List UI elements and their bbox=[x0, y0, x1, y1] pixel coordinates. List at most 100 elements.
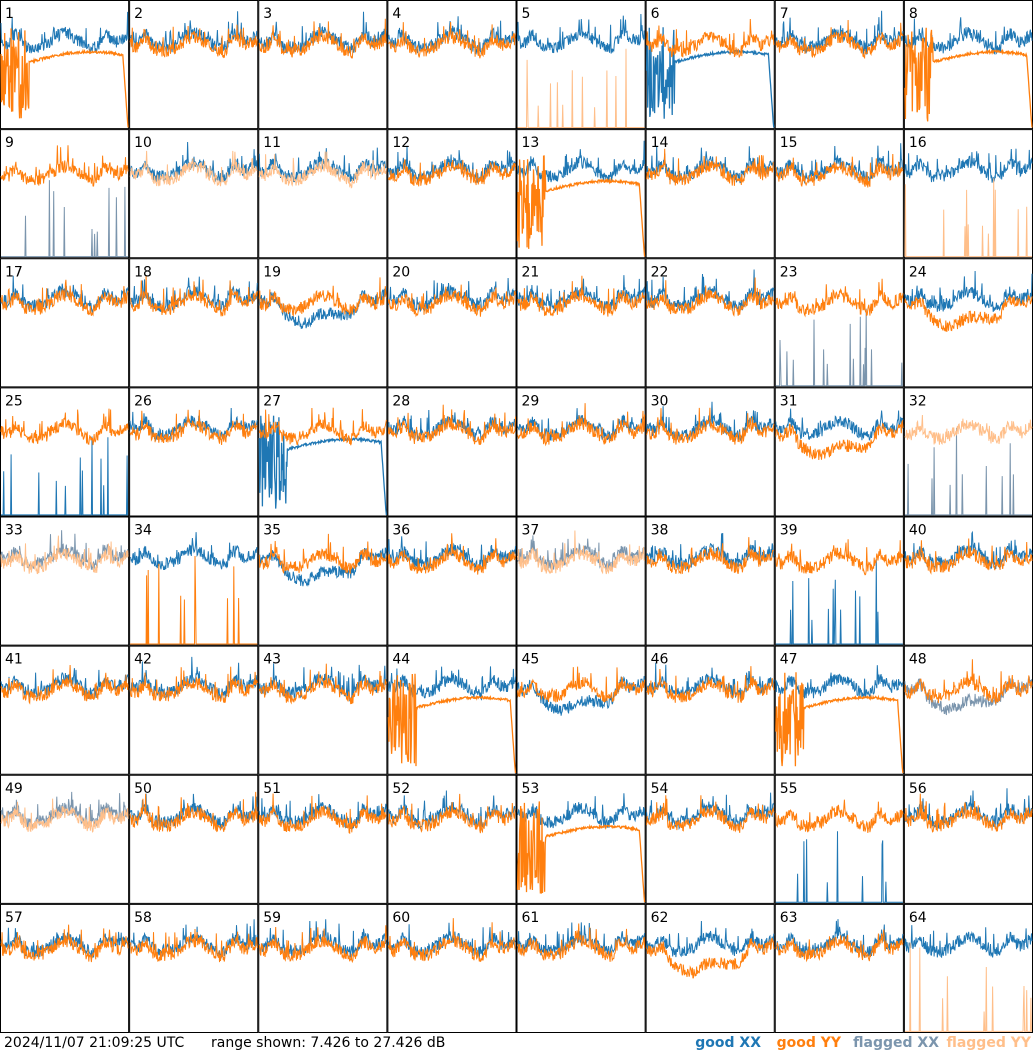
xx-trace-25 bbox=[1, 436, 129, 516]
panel-label-46: 46 bbox=[651, 652, 669, 668]
xx-trace-32 bbox=[904, 427, 1032, 516]
yy-trace-21 bbox=[517, 275, 646, 317]
panel-frame bbox=[129, 0, 259, 130]
antenna-panel-61: 61 bbox=[516, 903, 646, 1033]
panel-label-25: 25 bbox=[5, 393, 23, 409]
yy-trace-29 bbox=[517, 403, 646, 447]
yy-trace-52 bbox=[388, 793, 516, 834]
yy-trace-45 bbox=[517, 666, 646, 703]
panel-label-53: 53 bbox=[522, 781, 540, 797]
timestamp: 2024/11/07 21:09:25 UTC bbox=[4, 1035, 185, 1051]
panel-frame bbox=[258, 774, 388, 904]
panel-label-8: 8 bbox=[909, 6, 918, 22]
yy-trace-3 bbox=[258, 18, 387, 59]
antenna-panel-47: 47 bbox=[774, 645, 904, 775]
panel-label-34: 34 bbox=[134, 523, 152, 539]
panel-frame bbox=[0, 903, 130, 1033]
panel-label-50: 50 bbox=[134, 781, 152, 797]
yy-trace-50 bbox=[129, 791, 258, 833]
antenna-panel-50: 50 bbox=[129, 774, 259, 904]
panel-label-1: 1 bbox=[5, 6, 14, 22]
antenna-panel-49: 49 bbox=[0, 774, 130, 904]
antenna-panel-3: 3 bbox=[258, 0, 388, 130]
antenna-panel-41: 41 bbox=[0, 645, 130, 775]
antenna-panel-31: 31 bbox=[774, 387, 904, 517]
panel-label-4: 4 bbox=[392, 6, 401, 22]
panel-frame bbox=[258, 258, 388, 388]
antenna-panel-56: 56 bbox=[903, 774, 1033, 904]
legend-good-xx: good XX bbox=[695, 1035, 761, 1051]
yy-trace-63 bbox=[775, 929, 904, 963]
xx-trace-1 bbox=[0, 11, 129, 54]
antenna-panel-23: 23 bbox=[774, 258, 904, 388]
antenna-panel-32: 32 bbox=[903, 387, 1033, 517]
antenna-panel-40: 40 bbox=[903, 516, 1033, 646]
panel-label-45: 45 bbox=[522, 652, 540, 668]
antenna-panel-51: 51 bbox=[258, 774, 388, 904]
antenna-panel-54: 54 bbox=[645, 774, 775, 904]
panel-frame bbox=[516, 387, 646, 517]
antenna-panel-14: 14 bbox=[645, 129, 775, 259]
panel-label-51: 51 bbox=[263, 781, 281, 797]
panel-frame bbox=[0, 258, 130, 388]
yy-trace-27 bbox=[258, 407, 387, 446]
panel-label-10: 10 bbox=[134, 135, 152, 151]
panel-frame bbox=[258, 645, 388, 775]
xx-trace-26 bbox=[129, 407, 258, 442]
antenna-panel-9: 9 bbox=[0, 129, 130, 259]
antenna-panel-60: 60 bbox=[387, 903, 517, 1033]
panel-label-32: 32 bbox=[909, 393, 927, 409]
yy-trace-47 bbox=[775, 672, 904, 774]
panel-label-60: 60 bbox=[392, 910, 410, 926]
yy-trace-49 bbox=[0, 798, 129, 833]
antenna-panel-44: 44 bbox=[387, 645, 517, 775]
panel-label-6: 6 bbox=[651, 6, 660, 22]
panel-label-40: 40 bbox=[909, 523, 927, 539]
yy-trace-33 bbox=[0, 535, 129, 575]
xx-trace-34 bbox=[129, 532, 258, 570]
panel-frame bbox=[903, 903, 1033, 1033]
panel-label-16: 16 bbox=[909, 135, 927, 151]
yy-trace-53 bbox=[516, 801, 646, 903]
panel-label-14: 14 bbox=[651, 135, 669, 151]
xx-trace-63 bbox=[775, 919, 904, 958]
panel-frame bbox=[645, 903, 775, 1033]
yy-trace-30 bbox=[646, 407, 775, 445]
antenna-panel-20: 20 bbox=[387, 258, 517, 388]
panel-label-36: 36 bbox=[392, 523, 410, 539]
panel-frame bbox=[387, 387, 517, 517]
antenna-panel-1: 1 bbox=[0, 0, 130, 130]
yy-trace-46 bbox=[646, 666, 775, 703]
panel-label-52: 52 bbox=[392, 781, 410, 797]
yy-trace-61 bbox=[517, 923, 646, 962]
yy-trace-31 bbox=[775, 419, 904, 461]
panel-label-58: 58 bbox=[134, 910, 152, 926]
panel-frame bbox=[129, 645, 259, 775]
yy-trace-55 bbox=[775, 799, 904, 833]
antenna-panel-10: 10 bbox=[129, 129, 259, 259]
panel-label-5: 5 bbox=[522, 6, 531, 22]
panel-frame bbox=[903, 645, 1033, 775]
yy-trace-13 bbox=[516, 155, 646, 257]
yy-trace-25 bbox=[0, 408, 129, 446]
antenna-panel-35: 35 bbox=[258, 516, 388, 646]
panel-label-3: 3 bbox=[263, 6, 272, 22]
yy-trace-2 bbox=[129, 24, 258, 59]
yy-trace-6 bbox=[646, 18, 775, 58]
yy-trace-44 bbox=[387, 673, 517, 774]
xx-trace-27 bbox=[258, 415, 388, 515]
yy-trace-12 bbox=[387, 159, 516, 187]
panel-label-29: 29 bbox=[522, 393, 540, 409]
xx-trace-16 bbox=[904, 148, 1033, 184]
panel-frame bbox=[645, 0, 775, 130]
yy-trace-19 bbox=[258, 277, 387, 317]
yy-trace-26 bbox=[129, 409, 258, 446]
antenna-panel-19: 19 bbox=[258, 258, 388, 388]
antenna-panel-13: 13 bbox=[516, 129, 646, 259]
panel-frame bbox=[645, 516, 775, 646]
panel-label-22: 22 bbox=[651, 264, 669, 280]
yy-trace-60 bbox=[387, 918, 516, 963]
yy-trace-37 bbox=[517, 530, 645, 575]
panel-frame bbox=[387, 774, 517, 904]
